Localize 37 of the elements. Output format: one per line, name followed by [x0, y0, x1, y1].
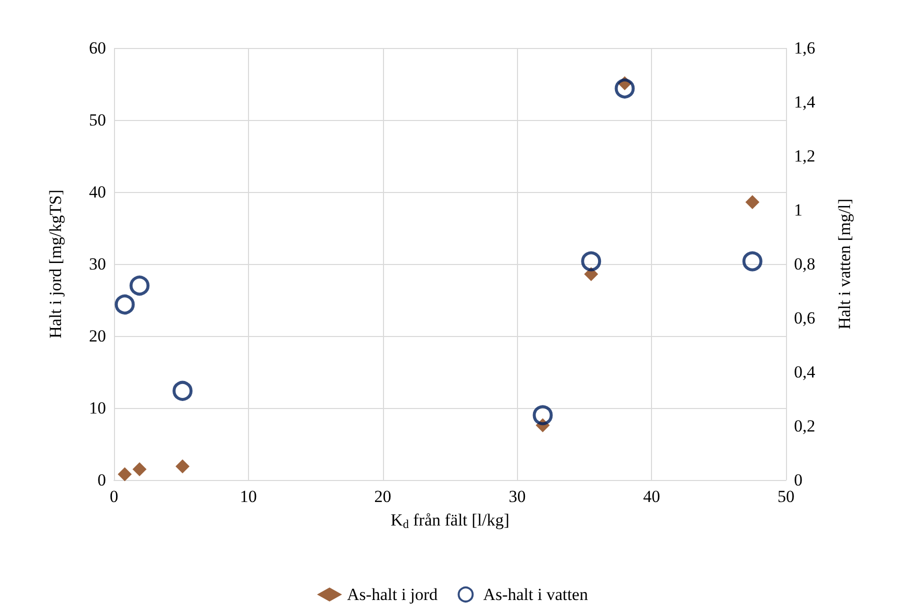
y-tick-label: 20 [89, 326, 106, 346]
y2-tick-label: 0,6 [794, 308, 816, 328]
point [742, 251, 762, 272]
y2-tick-label: 0,4 [794, 362, 816, 382]
point [118, 467, 132, 482]
y2-tick-label: 1,6 [794, 38, 816, 58]
y-tick-label: 40 [89, 182, 106, 202]
y2-tick-label: 0,8 [794, 254, 816, 274]
y2-tick-label: 1 [794, 200, 802, 220]
y-tick-label: 10 [89, 398, 106, 418]
y-axis-title: Halt i jord [mg/kgTS] [46, 190, 65, 338]
point [114, 294, 135, 314]
point [745, 195, 760, 210]
y2-tick-label: 1,2 [794, 146, 816, 166]
legend-label: As-halt i vatten [483, 585, 588, 604]
legend-label: As-halt i jord [347, 585, 438, 604]
x-tick-label: 30 [508, 487, 526, 506]
point [130, 276, 150, 296]
point [172, 380, 193, 401]
x-tick-label: 0 [110, 487, 118, 506]
x-tick-label: 10 [240, 487, 257, 506]
y-tick-label: 50 [89, 110, 106, 130]
y2-axis-title: Halt i vatten [mg/l] [835, 198, 854, 330]
x-tick-label: 50 [778, 487, 794, 506]
y-tick-label: 0 [98, 470, 106, 490]
point [532, 405, 553, 426]
y2-tick-label: 1,4 [794, 92, 816, 112]
y2-tick-label: 0 [794, 470, 802, 490]
x-tick-label: 20 [374, 487, 392, 506]
x-tick-label: 40 [643, 487, 660, 506]
point [132, 462, 147, 476]
y-tick-label: 60 [89, 38, 106, 58]
y2-tick-label: 0,2 [794, 416, 816, 436]
point [581, 251, 602, 272]
point [614, 78, 635, 98]
point [176, 459, 190, 474]
y-tick-label: 30 [89, 254, 106, 274]
